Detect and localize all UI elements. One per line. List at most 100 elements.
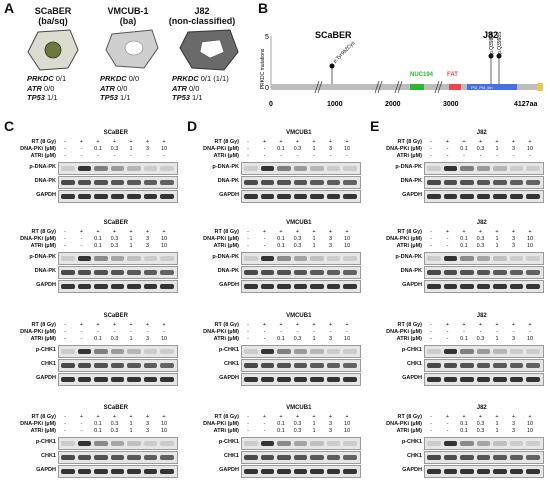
treatment-value: 1 <box>495 336 499 342</box>
blot-band <box>427 469 441 474</box>
treatment-value: - <box>146 329 149 335</box>
blot-band <box>493 377 507 382</box>
blot-band <box>127 194 141 199</box>
blot-band <box>460 256 474 261</box>
blot-strip <box>58 451 178 464</box>
treatment-value: 10 <box>343 428 351 434</box>
treatment-row-label: ATRi (µM) <box>396 243 422 249</box>
blot-band <box>260 180 274 185</box>
blot-band <box>143 377 157 382</box>
blot-band <box>160 194 174 199</box>
treatment-value: - <box>446 421 449 427</box>
treatment-value: 3 <box>145 243 150 249</box>
treatment-value: - <box>80 428 83 434</box>
blot-strip <box>58 280 178 293</box>
treatment-value: - <box>430 414 432 420</box>
blot-strip <box>58 373 178 386</box>
blot-band <box>343 166 357 171</box>
blot-band <box>143 166 157 171</box>
blot-band <box>326 256 340 261</box>
treatment-value: - <box>247 139 249 145</box>
blot-band-label: GAPDH <box>402 375 422 381</box>
treatment-value: + <box>262 139 267 145</box>
blot-strip <box>241 345 361 358</box>
blot-band <box>160 377 174 382</box>
treatment-value: + <box>279 229 283 235</box>
blot-band <box>160 441 174 446</box>
blot-band <box>509 349 523 354</box>
blot-strip <box>424 162 544 175</box>
panel-label-e: E <box>370 118 380 134</box>
blot-strip <box>241 437 361 450</box>
blot-band <box>493 363 507 368</box>
blot-band-label: p-CHK1 <box>401 439 422 445</box>
treatment-value: 1 <box>312 336 316 342</box>
blot-band-label: GAPDH <box>219 375 239 381</box>
blot-band <box>94 256 108 261</box>
treatment-row-label: RT (8 Gy) <box>397 414 422 420</box>
blot-band <box>509 166 523 171</box>
blot-band <box>143 349 157 354</box>
blot-band <box>94 166 108 171</box>
treatment-value: 10 <box>343 421 351 427</box>
plot-title-j82: J82 <box>483 30 498 40</box>
x-tick-label: 2000 <box>385 101 401 108</box>
treatment-value: - <box>479 329 482 335</box>
treatment-value: 3 <box>145 336 150 342</box>
treatment-row-label: ATRi (µM) <box>30 336 56 342</box>
treatment-value: + <box>445 322 450 328</box>
blot-cell-line-title: J82 <box>476 405 487 411</box>
treatment-value: - <box>113 329 116 335</box>
blot-strip <box>58 359 178 372</box>
treatment-value: - <box>247 243 249 249</box>
treatment-row-label: RT (8 Gy) <box>31 322 56 328</box>
blot-strip <box>241 266 361 279</box>
blot-band <box>244 284 258 289</box>
treatment-value: + <box>79 414 84 420</box>
treatment-value: - <box>113 153 116 159</box>
treatment-value: + <box>295 414 300 420</box>
blot-band-label: p-CHK1 <box>35 439 56 445</box>
blot-band <box>94 284 108 289</box>
treatment-row-label: DNA-PKi (µM) <box>386 329 422 335</box>
panel-label-d: D <box>187 118 198 134</box>
blot-band <box>509 256 523 261</box>
treatment-value: - <box>446 153 449 159</box>
blot-band <box>277 349 291 354</box>
prkdc-mutation-plot: PRKDC mutations 5 0 SCaBER J82 NUC194 FA… <box>260 30 543 108</box>
blot-band-label: GAPDH <box>219 282 239 288</box>
treatment-value: + <box>129 139 133 145</box>
blot-band <box>293 194 307 199</box>
blot-band <box>110 284 124 289</box>
blot-band <box>427 166 441 171</box>
treatment-value: 1 <box>495 146 499 152</box>
treatment-value: 10 <box>526 146 534 152</box>
treatment-value: 1 <box>495 236 499 242</box>
treatment-value: + <box>96 414 100 420</box>
domain-label-kinase: PI3_PI4_kin <box>471 85 493 90</box>
blot-band <box>476 441 490 446</box>
blot-band <box>110 270 124 275</box>
blot-band <box>460 441 474 446</box>
cell-line-name: VMCUB-1 <box>107 6 149 16</box>
treatment-value: - <box>80 336 83 342</box>
blot-band <box>526 469 540 474</box>
blot-band <box>476 180 490 185</box>
blot-cell-line-title: J82 <box>476 220 487 226</box>
treatment-value: - <box>163 329 165 335</box>
treatment-value: + <box>312 139 316 145</box>
blot-band <box>260 469 274 474</box>
blot-band <box>110 441 124 446</box>
blot-band <box>61 441 75 446</box>
treatment-value: - <box>446 428 449 434</box>
blot-band <box>127 469 141 474</box>
blot-band <box>293 349 307 354</box>
blot-band-label: DNA-PK <box>217 178 239 184</box>
blot-band <box>160 349 174 354</box>
blot-band <box>493 455 507 460</box>
treatment-value: - <box>430 243 432 249</box>
treatment-row-label: RT (8 Gy) <box>31 139 56 145</box>
treatment-value: + <box>96 322 100 328</box>
blot-band-label: GAPDH <box>36 375 56 381</box>
treatment-value: 0.1 <box>277 243 285 249</box>
